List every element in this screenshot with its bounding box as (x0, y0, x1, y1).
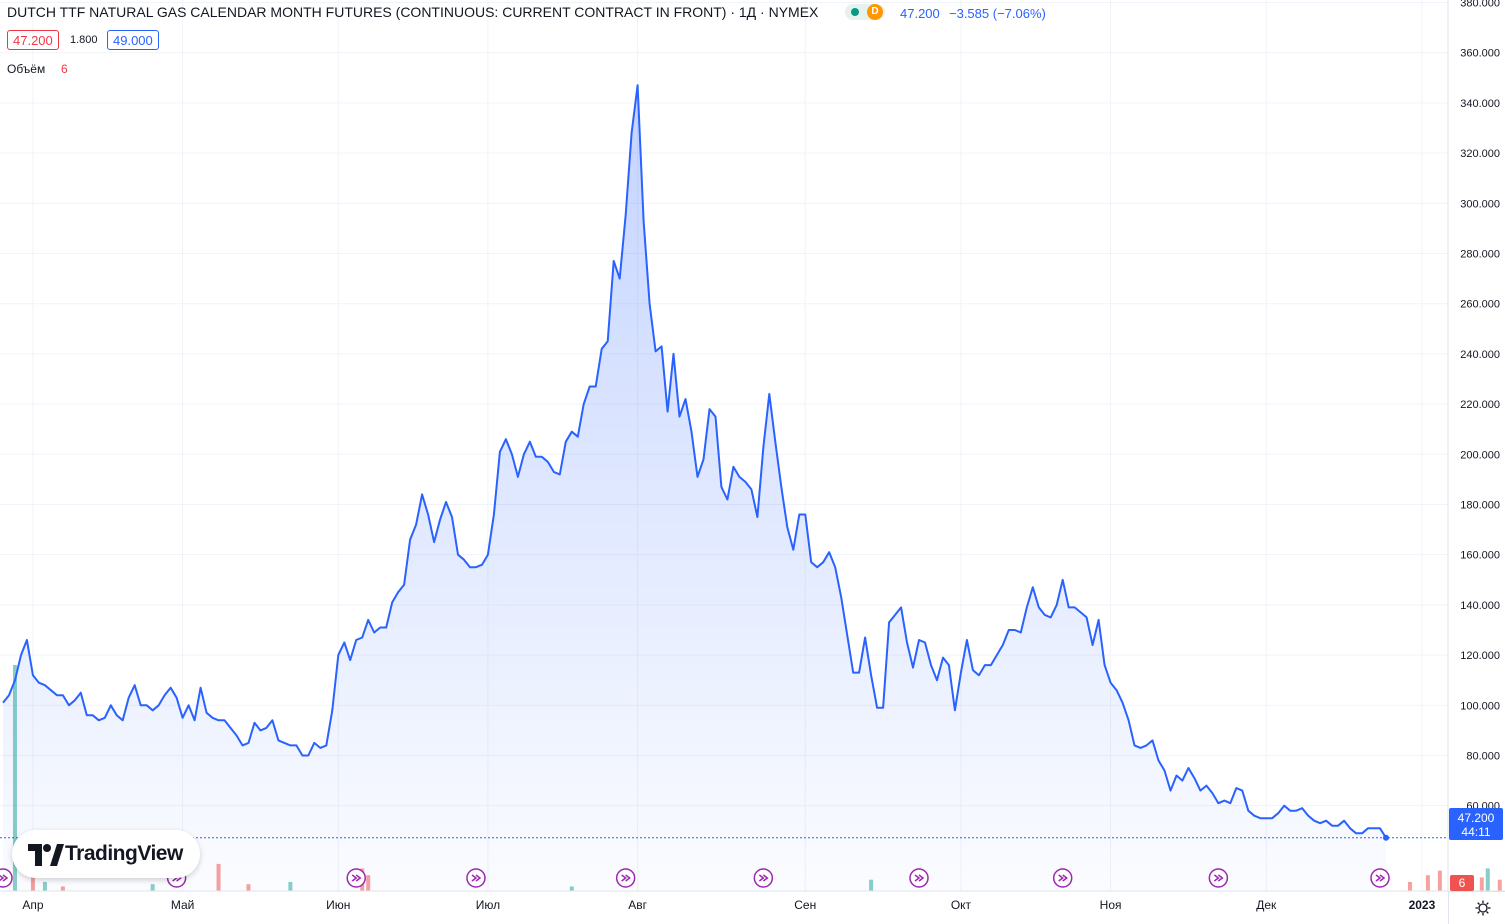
y-tick-label: 180.000 (1460, 499, 1500, 511)
event-marker-icon[interactable] (466, 868, 486, 888)
market-open-dot-icon (851, 8, 859, 16)
last-price-dot (1383, 834, 1389, 841)
event-marker-icon[interactable] (1208, 868, 1229, 888)
spread-value: 1.800 (70, 34, 98, 46)
y-tick-label: 260.000 (1460, 299, 1500, 311)
tradingview-logo[interactable]: TradingView (12, 830, 200, 878)
gear-icon[interactable] (1475, 900, 1491, 916)
tradingview-wordmark: TradingView (65, 842, 183, 865)
ask-price-box[interactable]: 49.000 (107, 30, 159, 50)
volume-legend-value: 6 (61, 62, 68, 76)
y-tick-label: 200.000 (1460, 449, 1500, 461)
last-price-tag-value: 47.200 (1458, 811, 1495, 825)
y-tick-label: 380.000 (1460, 0, 1500, 10)
tradingview-mark-icon (28, 844, 64, 866)
event-marker-icon[interactable] (0, 868, 13, 888)
event-marker-icon[interactable] (346, 868, 366, 888)
event-marker-icon[interactable] (909, 868, 929, 888)
volume-bar (1425, 875, 1430, 891)
y-tick-label: 220.000 (1460, 399, 1500, 411)
last-price-tag: 47.200 44:11 (1449, 808, 1503, 840)
volume-bar (1437, 870, 1442, 891)
volume-bar (60, 886, 65, 891)
volume-bar (150, 884, 155, 891)
y-tick-label: 280.000 (1460, 248, 1500, 260)
x-tick-label: Авг (628, 898, 647, 912)
volume-bar (1407, 881, 1412, 891)
event-marker-icon[interactable] (1370, 868, 1390, 888)
volume-bar (288, 881, 293, 891)
volume-bar (1485, 868, 1490, 891)
last-price-tag-timer: 44:11 (1461, 825, 1490, 839)
symbol-title[interactable]: DUTCH TTF NATURAL GAS CALENDAR MONTH FUT… (7, 4, 819, 20)
x-tick-label: Сен (794, 898, 816, 912)
volume-bar (1497, 879, 1502, 891)
time-axis[interactable]: АпрМайИюнИюлАвгСенОктНояДек2023ФевМар (22, 898, 1505, 912)
x-tick-label: Май (171, 898, 195, 912)
volume-tag-value: 6 (1459, 876, 1466, 890)
y-tick-label: 100.000 (1460, 700, 1500, 712)
volume-bar (42, 881, 47, 891)
delay-badge: D (867, 4, 883, 20)
volume-bar (246, 884, 251, 891)
market-status-pill[interactable]: D (845, 4, 885, 20)
x-tick-label: Июн (326, 898, 350, 912)
y-tick-label: 360.000 (1460, 48, 1500, 60)
volume-bar (30, 868, 35, 891)
volume-tag: 6 (1450, 875, 1474, 891)
y-tick-label: 300.000 (1460, 198, 1500, 210)
volume-bar (216, 863, 221, 891)
event-marker-icon[interactable] (615, 868, 636, 888)
event-marker-icon[interactable] (753, 868, 774, 888)
y-tick-label: 140.000 (1460, 600, 1500, 612)
volume-bar (1479, 877, 1484, 891)
x-tick-label: Окт (951, 898, 972, 912)
axis-settings-corner[interactable] (1448, 891, 1505, 924)
last-price: 47.200 (900, 6, 940, 21)
price-change: −3.585 (−7.06%) (949, 6, 1046, 21)
price-axis[interactable]: 60.00080.000100.000120.000140.000160.000… (1460, 0, 1500, 813)
y-tick-label: 320.000 (1460, 148, 1500, 160)
y-tick-label: 240.000 (1460, 349, 1500, 361)
y-tick-label: 80.000 (1466, 750, 1500, 762)
x-tick-label: Дек (1256, 898, 1277, 912)
volume-bar (12, 665, 17, 891)
x-tick-label: Ноя (1100, 898, 1122, 912)
volume-legend-label: Объём (7, 62, 46, 76)
bid-price-box[interactable]: 47.200 (7, 30, 59, 50)
x-tick-label: 2023 (1409, 898, 1436, 912)
price-line (2, 84, 1387, 839)
volume-bar (366, 875, 371, 891)
volume-bar (869, 879, 874, 891)
price-area-fill (3, 85, 1386, 892)
x-tick-label: Июл (476, 898, 500, 912)
y-tick-label: 120.000 (1460, 650, 1500, 662)
volume-bar (569, 886, 574, 891)
event-marker-icon[interactable] (1052, 868, 1073, 888)
x-tick-label: Апр (22, 898, 44, 912)
y-tick-label: 340.000 (1460, 98, 1500, 110)
y-tick-label: 160.000 (1460, 550, 1500, 562)
